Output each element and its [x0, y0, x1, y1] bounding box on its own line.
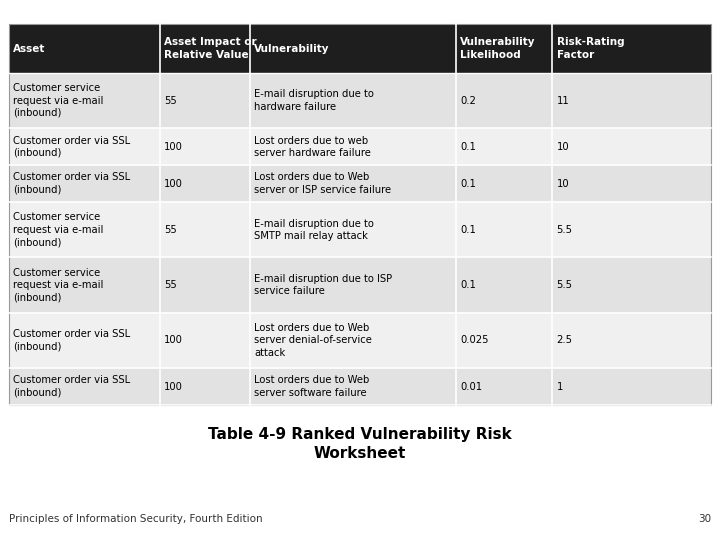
- Text: 55: 55: [164, 225, 177, 235]
- Bar: [9, 24, 711, 73]
- Text: 2.5: 2.5: [557, 335, 572, 346]
- Text: 1: 1: [557, 382, 563, 392]
- Text: 10: 10: [557, 179, 570, 188]
- Text: Customer order via SSL
(inbound): Customer order via SSL (inbound): [13, 172, 130, 195]
- Text: Customer service
request via e-mail
(inbound): Customer service request via e-mail (inb…: [13, 83, 104, 118]
- Text: Lost orders due to Web
server software failure: Lost orders due to Web server software f…: [254, 375, 369, 398]
- Text: 0.1: 0.1: [460, 280, 476, 290]
- Text: 100: 100: [164, 179, 183, 188]
- Text: Asset Impact or
Relative Value: Asset Impact or Relative Value: [164, 37, 257, 60]
- Text: 0.2: 0.2: [460, 96, 476, 106]
- Text: 100: 100: [164, 382, 183, 392]
- Text: Lost orders due to Web
server or ISP service failure: Lost orders due to Web server or ISP ser…: [254, 172, 391, 195]
- Text: E-mail disruption due to ISP
service failure: E-mail disruption due to ISP service fai…: [254, 274, 392, 296]
- Bar: [9, 73, 711, 128]
- Text: E-mail disruption due to
SMTP mail relay attack: E-mail disruption due to SMTP mail relay…: [254, 219, 374, 241]
- Text: 0.1: 0.1: [460, 179, 476, 188]
- Text: 5.5: 5.5: [557, 225, 572, 235]
- Text: Customer service
request via e-mail
(inbound): Customer service request via e-mail (inb…: [13, 212, 104, 247]
- Bar: [9, 165, 711, 202]
- Text: Asset: Asset: [13, 44, 45, 53]
- Text: 0.1: 0.1: [460, 141, 476, 152]
- Text: Customer service
request via e-mail
(inbound): Customer service request via e-mail (inb…: [13, 268, 104, 302]
- Text: Lost orders due to web
server hardware failure: Lost orders due to web server hardware f…: [254, 136, 371, 158]
- Text: 0.1: 0.1: [460, 225, 476, 235]
- Text: Principles of Information Security, Fourth Edition: Principles of Information Security, Four…: [9, 514, 262, 524]
- Text: Lost orders due to Web
server denial-of-service
attack: Lost orders due to Web server denial-of-…: [254, 323, 372, 358]
- Text: Customer order via SSL
(inbound): Customer order via SSL (inbound): [13, 375, 130, 398]
- Text: Vulnerability
Likelihood: Vulnerability Likelihood: [460, 37, 536, 60]
- Text: Customer order via SSL
(inbound): Customer order via SSL (inbound): [13, 136, 130, 158]
- Text: 30: 30: [698, 514, 711, 524]
- Text: 55: 55: [164, 96, 177, 106]
- Bar: [9, 368, 711, 405]
- Bar: [9, 202, 711, 258]
- Text: 10: 10: [557, 141, 570, 152]
- Bar: [9, 313, 711, 368]
- Text: Customer order via SSL
(inbound): Customer order via SSL (inbound): [13, 329, 130, 352]
- Bar: [9, 128, 711, 165]
- Text: Risk-Rating
Factor: Risk-Rating Factor: [557, 37, 624, 60]
- Bar: [9, 24, 711, 405]
- Text: Vulnerability: Vulnerability: [254, 44, 330, 53]
- Text: Table 4-9 Ranked Vulnerability Risk
Worksheet: Table 4-9 Ranked Vulnerability Risk Work…: [208, 427, 512, 461]
- Text: 11: 11: [557, 96, 570, 106]
- Text: 5.5: 5.5: [557, 280, 572, 290]
- Text: 55: 55: [164, 280, 177, 290]
- Text: 0.01: 0.01: [460, 382, 482, 392]
- Text: 0.025: 0.025: [460, 335, 489, 346]
- Text: E-mail disruption due to
hardware failure: E-mail disruption due to hardware failur…: [254, 90, 374, 112]
- Text: 100: 100: [164, 335, 183, 346]
- Bar: [9, 258, 711, 313]
- Text: 100: 100: [164, 141, 183, 152]
